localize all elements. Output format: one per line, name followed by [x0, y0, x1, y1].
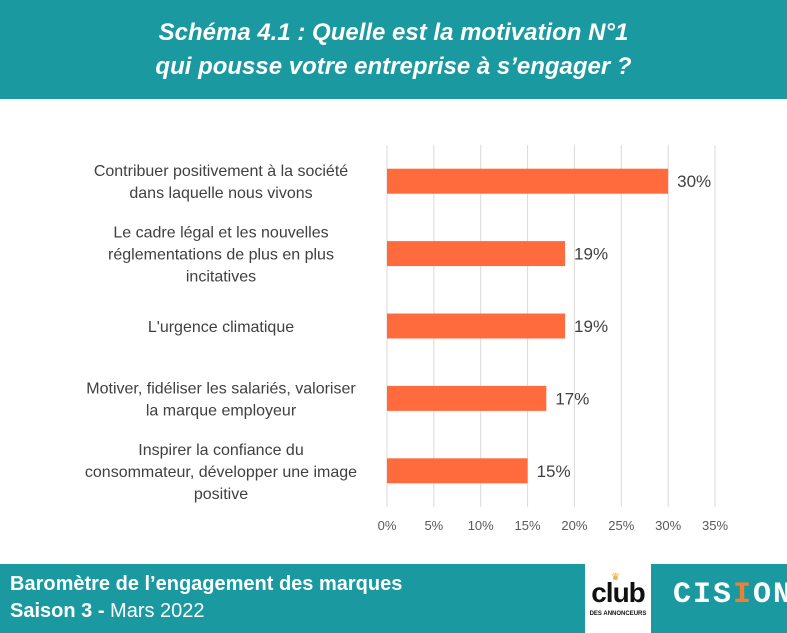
bar — [387, 168, 669, 194]
bar-chart: 0% 5% 10% 15% 20% 25% 30% 35% 30% Contribuer posi… — [85, 145, 728, 533]
bar-value-label: 19% — [574, 245, 608, 264]
cision-logo-part1: CIS — [673, 578, 734, 612]
x-tick-label: 0% — [378, 518, 397, 533]
category-label-line: Contribuer positivement à la société — [94, 163, 348, 180]
footer-banner: Baromètre de l’engagement des marques Sa… — [0, 564, 787, 633]
category-label-line: consommateur, développer une image — [85, 464, 357, 481]
bar — [387, 313, 566, 339]
category-label-line: dans laquelle nous vivons — [129, 185, 312, 202]
footer-title: Baromètre de l’engagement des marques — [10, 573, 403, 595]
chart-title-line1: Schéma 4.1 : Quelle est la motivation N°… — [158, 18, 629, 46]
bar — [387, 458, 528, 484]
x-tick-label: 5% — [424, 518, 443, 533]
x-tick-label: 15% — [515, 518, 541, 533]
chart-title-line2: qui pousse votre entreprise à s’engager … — [155, 52, 632, 80]
x-tick-label: 30% — [655, 518, 681, 533]
bar-value-label: 15% — [537, 462, 571, 481]
category-label-line: réglementations de plus en plus — [108, 247, 334, 264]
club-des-annonceurs-logo: ♛ club DES ANNONCEURS — [585, 564, 651, 633]
footer-subtitle: Saison 3 - Mars 2022 — [10, 600, 205, 623]
category-label-line: L'urgence climatique — [148, 319, 294, 336]
cision-logo-part2: ON — [753, 578, 787, 612]
bar-value-label: 17% — [555, 389, 589, 408]
footer-date: Mars 2022 — [104, 600, 205, 622]
category-label: Inspirer la confiance du consommateur, dé… — [85, 442, 357, 503]
bar — [387, 241, 566, 267]
bar — [387, 385, 547, 411]
chart-title-banner: Schéma 4.1 : Quelle est la motivation N°… — [0, 0, 787, 99]
category-label-line: Inspirer la confiance du — [138, 442, 303, 459]
category-label: L'urgence climatique — [148, 319, 294, 336]
category-label-line: positive — [194, 486, 248, 503]
category-label-line: Motiver, fidéliser les salariés, valoris… — [86, 380, 356, 397]
category-label: Contribuer positivement à la société dans… — [94, 163, 348, 202]
crown-icon: ♛ — [611, 572, 620, 583]
chart-area: 0% 5% 10% 15% 20% 25% 30% 35% 30% Contribuer posi… — [0, 99, 787, 564]
category-label: Motiver, fidéliser les salariés, valoris… — [86, 380, 356, 419]
category-label-line: Le cadre légal et les nouvelles — [113, 225, 328, 242]
x-tick-label: 25% — [608, 518, 634, 533]
category-label-line: la marque employeur — [146, 402, 297, 419]
bar-value-label: 19% — [574, 317, 608, 336]
x-tick-label: 10% — [468, 518, 494, 533]
cision-logo: CISION™ — [673, 578, 787, 612]
footer-season: Saison 3 - — [10, 600, 105, 622]
category-label-line: incitatives — [186, 269, 256, 286]
club-logo-subtitle: DES ANNONCEURS — [589, 611, 647, 617]
x-tick-label: 35% — [702, 518, 728, 533]
club-logo-word: club — [591, 577, 646, 608]
cision-logo-accent: I — [733, 578, 754, 612]
x-tick-label: 20% — [561, 518, 587, 533]
bar-value-label: 30% — [677, 172, 711, 191]
category-label: Le cadre légal et les nouvelles réglement… — [108, 225, 334, 286]
